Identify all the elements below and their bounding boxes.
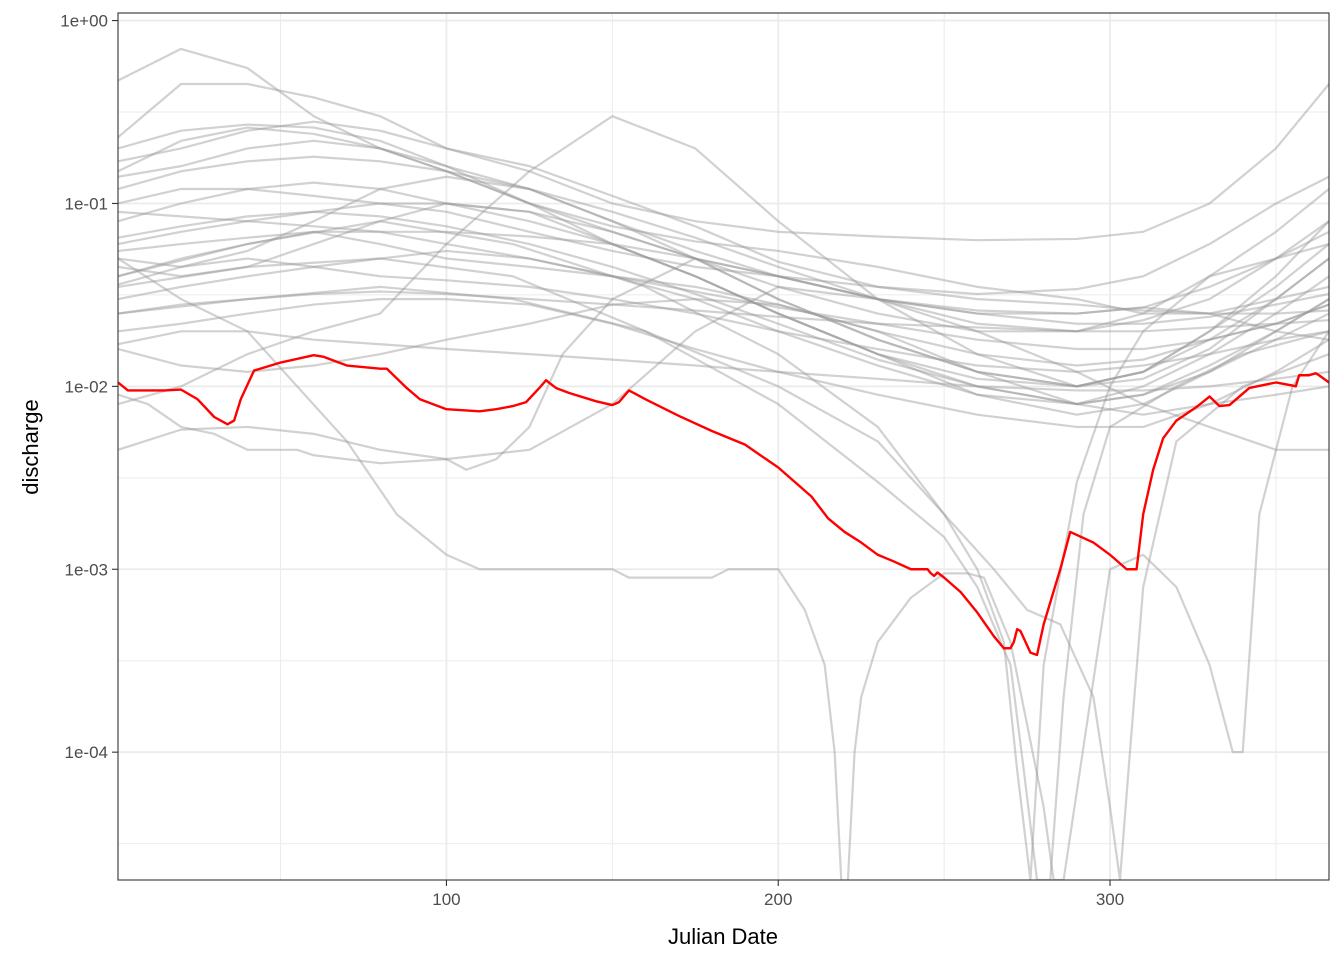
grid-minor — [118, 13, 1329, 880]
y-tick-label: 1e-02 — [65, 377, 108, 396]
x-tick-label: 100 — [432, 890, 460, 909]
background-series-line — [118, 298, 1329, 429]
background-series-line — [118, 290, 1329, 333]
background-series-line — [118, 210, 1329, 351]
background-series-line — [118, 230, 1329, 367]
background-series-line — [118, 298, 1329, 416]
highlight-series-group — [118, 354, 1329, 657]
background-series-line — [118, 120, 1329, 296]
background-series-line — [118, 230, 1329, 325]
background-series-line — [118, 139, 1329, 315]
x-axis: 100 200 300 — [432, 880, 1124, 909]
background-series-line — [118, 285, 1329, 461]
y-tick-label: 1e-01 — [65, 194, 108, 213]
background-series-line — [118, 115, 1329, 406]
background-series-line — [118, 123, 1329, 406]
x-axis-title: Julian Date — [668, 924, 778, 949]
background-series-line — [118, 187, 1329, 315]
background-series-line — [118, 202, 1329, 388]
x-tick-label: 300 — [1096, 890, 1124, 909]
y-tick-label: 1e-04 — [65, 743, 108, 762]
background-series-line — [118, 257, 1329, 880]
background-series-line — [118, 257, 1329, 471]
background-series-line — [118, 285, 1329, 880]
background-series-line — [118, 257, 843, 880]
panel-border — [117, 12, 1330, 881]
y-tick-label: 1e-03 — [65, 560, 108, 579]
background-series-line — [118, 181, 1329, 388]
background-series-line — [118, 126, 1329, 333]
background-series-line — [118, 175, 1329, 388]
background-series-line — [118, 330, 1329, 392]
x-tick-label: 200 — [764, 890, 792, 909]
y-tick-label: 1e+00 — [60, 12, 108, 31]
grid-major — [118, 13, 1329, 880]
y-axis-title: discharge — [18, 399, 43, 494]
background-series-line — [118, 47, 1329, 315]
background-series-line — [118, 220, 1329, 880]
background-series-group — [118, 47, 1329, 880]
background-series-line — [118, 82, 1329, 242]
background-series-line — [118, 249, 1329, 406]
background-series-line — [118, 210, 1329, 406]
background-series-line — [118, 257, 1329, 373]
background-series-line — [846, 330, 1329, 880]
background-series-line — [118, 155, 1329, 333]
y-axis: 1e+00 1e-01 1e-02 1e-03 1e-04 — [60, 12, 118, 762]
background-series-line — [118, 202, 1329, 416]
highlight-series-line — [118, 354, 1329, 657]
